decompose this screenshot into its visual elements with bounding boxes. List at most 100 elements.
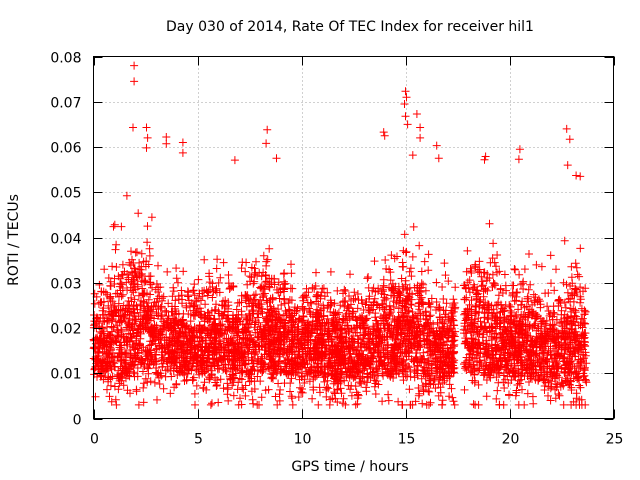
data-point: [257, 393, 266, 402]
data-point: [163, 267, 172, 276]
data-point: [424, 250, 433, 259]
data-point: [561, 303, 570, 312]
data-point: [552, 265, 560, 274]
data-point: [287, 392, 296, 401]
data-point: [249, 399, 258, 408]
data-point: [525, 250, 533, 258]
data-point: [253, 313, 262, 322]
data-point: [286, 387, 294, 396]
data-point: [520, 265, 529, 274]
data-point: [133, 248, 141, 257]
data-point: [526, 280, 535, 289]
data-point: [477, 272, 486, 281]
data-point: [91, 392, 100, 401]
data-point: [546, 251, 555, 260]
data-point: [303, 349, 312, 358]
data-point: [100, 265, 109, 274]
data-point: [517, 300, 526, 309]
data-point: [575, 272, 584, 281]
data-point: [406, 264, 415, 273]
data-point: [567, 262, 576, 271]
data-point: [493, 386, 502, 395]
data-point: [508, 281, 517, 290]
data-point: [511, 265, 520, 274]
data-point: [493, 251, 502, 259]
data-point: [469, 400, 478, 409]
data-point: [514, 400, 523, 409]
data-point: [213, 255, 222, 264]
data-point: [214, 278, 223, 287]
data-point: [109, 222, 118, 231]
data-point: [191, 400, 199, 409]
data-point: [305, 377, 314, 386]
data-point: [489, 239, 498, 248]
data-point: [425, 387, 434, 396]
data-point: [324, 384, 333, 393]
data-point: [424, 266, 433, 275]
data-point: [492, 394, 501, 403]
data-point: [319, 284, 328, 293]
data-point: [414, 341, 423, 350]
data-point: [180, 377, 189, 385]
data-point: [449, 397, 458, 406]
data-point: [104, 274, 113, 282]
data-point: [116, 305, 125, 314]
data-point: [137, 249, 146, 258]
data-point: [216, 273, 225, 282]
data-point: [111, 395, 120, 404]
data-point: [235, 374, 244, 383]
data-point: [232, 305, 241, 314]
data-point: [276, 385, 285, 394]
data-point: [110, 220, 119, 229]
data-point: [319, 373, 328, 382]
data-point: [286, 284, 295, 293]
data-point: [515, 270, 524, 279]
data-point: [405, 267, 414, 276]
data-point: [353, 290, 362, 298]
data-point: [135, 258, 144, 267]
data-point: [119, 381, 128, 390]
data-point: [108, 262, 117, 271]
data-point: [112, 240, 121, 249]
data-point: [141, 374, 150, 383]
data-point: [529, 399, 538, 408]
data-point: [237, 264, 246, 273]
data-point: [111, 245, 120, 254]
data-point: [499, 400, 508, 409]
data-point: [406, 400, 415, 409]
data-point: [172, 264, 181, 273]
data-point: [534, 295, 543, 304]
data-point: [363, 274, 372, 283]
data-point: [362, 383, 370, 392]
data-point: [288, 400, 297, 409]
data-point: [398, 400, 407, 409]
data-point: [134, 209, 143, 218]
data-point: [208, 399, 216, 408]
data-point: [224, 271, 233, 279]
data-point: [351, 400, 360, 409]
data-point: [500, 270, 509, 279]
data-point: [241, 267, 250, 276]
data-point: [299, 316, 308, 325]
data-point: [154, 261, 162, 270]
data-point: [384, 390, 393, 399]
data-point: [560, 236, 569, 245]
data-point: [435, 305, 444, 314]
data-point: [485, 219, 494, 228]
data-point: [350, 288, 359, 297]
data-point: [438, 283, 447, 291]
data-point: [397, 274, 406, 283]
data-point: [143, 238, 152, 247]
data-point: [224, 396, 233, 405]
data-point: [474, 380, 483, 389]
data-point: [406, 300, 415, 309]
data-point: [547, 279, 555, 288]
data-point: [381, 256, 390, 264]
data-point: [432, 278, 441, 287]
data-point: [252, 257, 260, 266]
data-point: [398, 262, 407, 271]
data-point: [134, 291, 143, 300]
data-point: [378, 397, 387, 406]
data-point: [407, 272, 416, 281]
data-point: [356, 378, 365, 387]
